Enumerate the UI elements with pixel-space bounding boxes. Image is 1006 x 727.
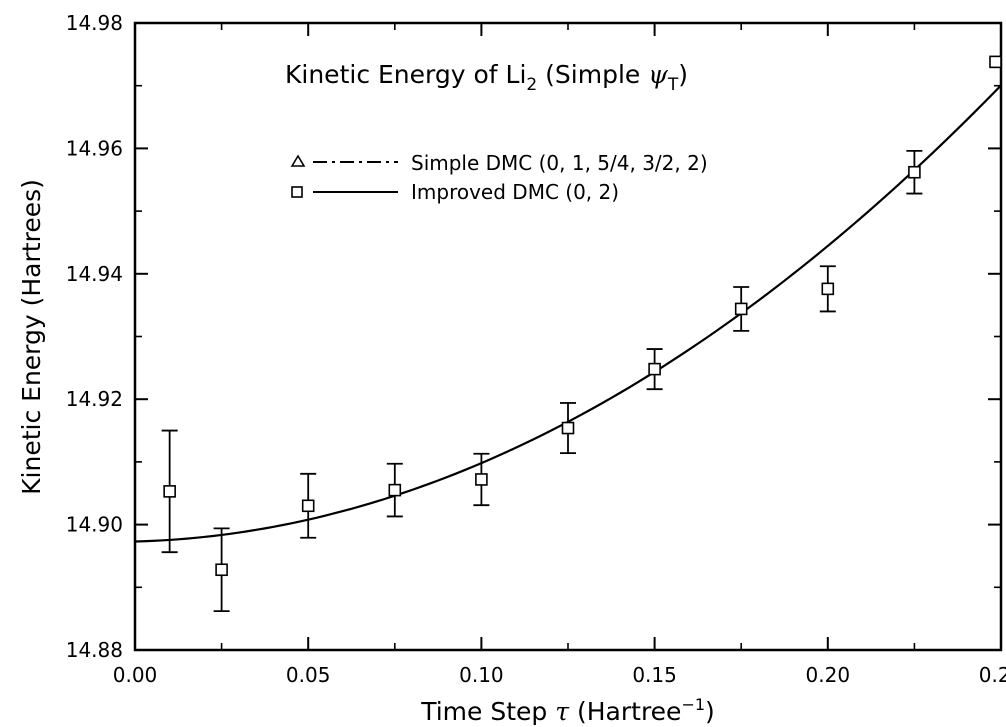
data-points [161, 55, 1002, 613]
chart-title: Kinetic Energy of Li2 (Simple ψT) [285, 60, 688, 95]
x-tick-label: 0.20 [806, 663, 851, 687]
y-tick-label: 14.96 [66, 136, 123, 160]
square-marker [475, 473, 488, 486]
y-tick-label: 14.88 [66, 638, 123, 662]
legend-entry-simple-dmc: Simple DMC (0, 1, 5/4, 3/2, 2) [290, 151, 708, 175]
plot-frame [133, 21, 1003, 652]
square-marker [388, 483, 402, 497]
data-point [300, 472, 317, 539]
data-point [646, 348, 663, 391]
data-point [473, 452, 490, 507]
square-marker [989, 55, 1002, 69]
data-point [906, 150, 923, 195]
x-axis-title: Time Step τ (Hartree−1) [420, 695, 715, 726]
square-marker [561, 421, 575, 435]
y-tick-label: 14.90 [66, 513, 123, 537]
data-point [733, 286, 750, 332]
x-tick-label: 0.15 [632, 663, 677, 687]
y-tick-label: 14.92 [66, 387, 123, 411]
x-tick-label: 0.00 [113, 663, 158, 687]
data-point [819, 265, 836, 313]
y-tick-label: 14.94 [66, 262, 123, 286]
legend-triangle-marker [290, 154, 306, 167]
square-marker [301, 499, 315, 513]
legend-label-improved-dmc: Improved DMC (0, 2) [411, 180, 619, 204]
y-axis-title: Kinetic Energy (Hartrees) [17, 179, 46, 495]
legend-entry-improved-dmc: Improved DMC (0, 2) [291, 180, 619, 204]
data-point [989, 55, 1002, 69]
x-tick-label: 0.10 [459, 663, 504, 687]
tick-marks [134, 22, 1002, 651]
legend-label-simple-dmc: Simple DMC (0, 1, 5/4, 3/2, 2) [411, 151, 708, 175]
data-point [161, 429, 178, 554]
x-tick-labels: 0.00 0.05 0.10 0.15 0.20 0.25 [113, 663, 1006, 687]
square-marker [734, 302, 748, 316]
y-tick-labels: 14.88 14.90 14.92 14.94 14.96 14.98 [66, 11, 123, 662]
square-marker [908, 165, 921, 179]
data-point [213, 527, 230, 613]
x-tick-label: 0.05 [286, 663, 331, 687]
legend: Simple DMC (0, 1, 5/4, 3/2, 2) Improved … [290, 151, 708, 204]
legend-square-marker [291, 186, 303, 198]
y-tick-label: 14.98 [66, 11, 123, 35]
x-tick-label: 0.25 [979, 663, 1006, 687]
square-marker [821, 282, 835, 296]
square-marker [648, 362, 661, 376]
square-marker [163, 485, 176, 498]
data-point [560, 402, 576, 455]
data-point [386, 462, 403, 518]
square-marker [215, 563, 228, 577]
